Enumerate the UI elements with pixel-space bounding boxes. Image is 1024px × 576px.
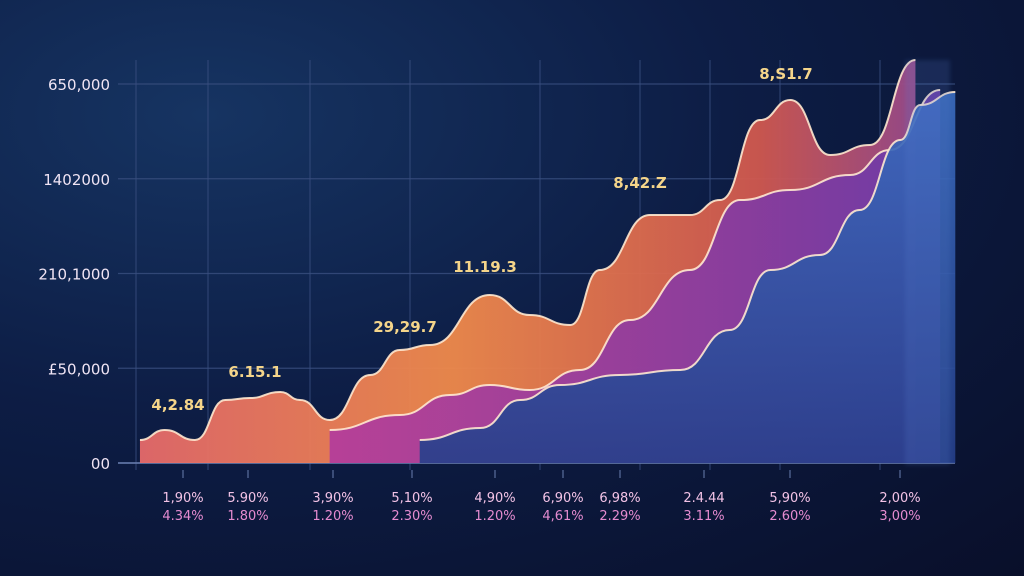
x-tick-label: 5,10%: [391, 491, 432, 506]
series-line-3: [419, 90, 956, 442]
x-tick-sublabel: 2.60%: [769, 509, 810, 524]
series-line-2: [329, 89, 941, 431]
x-tick-sublabel: 2.30%: [391, 509, 432, 524]
x-tick-sublabel: 1.20%: [474, 509, 515, 524]
y-tick-label: 210,1000: [38, 266, 110, 284]
x-tick-label: 6,98%: [599, 491, 640, 506]
data-label: 4,2.84: [151, 396, 204, 414]
data-label: 11.19.3: [453, 258, 517, 276]
x-tick-sublabel: 1.20%: [312, 509, 353, 524]
data-label: 29,29.7: [373, 318, 437, 336]
tick-labels: 00 £50,000 210,1000 1402000 650,000 4,2.84 6.1…: [38, 65, 920, 524]
x-tick-label: 5,90%: [769, 491, 810, 506]
data-label: 8,S1.7: [759, 65, 813, 83]
x-tick-sublabel: 3.11%: [683, 509, 724, 524]
x-tick-sublabel: 2.29%: [599, 509, 640, 524]
x-tick-label: 4,90%: [474, 491, 515, 506]
x-tick-label: 5.90%: [227, 491, 268, 506]
x-tick-sublabel: 4.34%: [162, 509, 203, 524]
x-tick-sublabel: 4,61%: [542, 509, 583, 524]
x-tick-sublabel: 3,00%: [879, 509, 920, 524]
x-tick-label: 1,90%: [162, 491, 203, 506]
x-tick-label: 3,90%: [312, 491, 353, 506]
x-tick-label: 6,90%: [542, 491, 583, 506]
y-tick-label: £50,000: [48, 360, 110, 378]
x-tick-label: 2,00%: [879, 491, 920, 506]
areas: [139, 59, 956, 465]
data-label: 8,42.Z: [613, 174, 667, 192]
series-line-1: [139, 59, 916, 442]
data-label: 6.15.1: [228, 363, 281, 381]
y-tick-label: 00: [91, 455, 110, 473]
series-area-3: [419, 91, 956, 463]
y-tick-label: 650,000: [48, 76, 110, 94]
x-tick-sublabel: 1.80%: [227, 509, 268, 524]
highlight-glow: [905, 60, 950, 465]
y-tick-label: 1402000: [43, 171, 110, 189]
x-tick-label: 2.4.44: [683, 491, 724, 506]
